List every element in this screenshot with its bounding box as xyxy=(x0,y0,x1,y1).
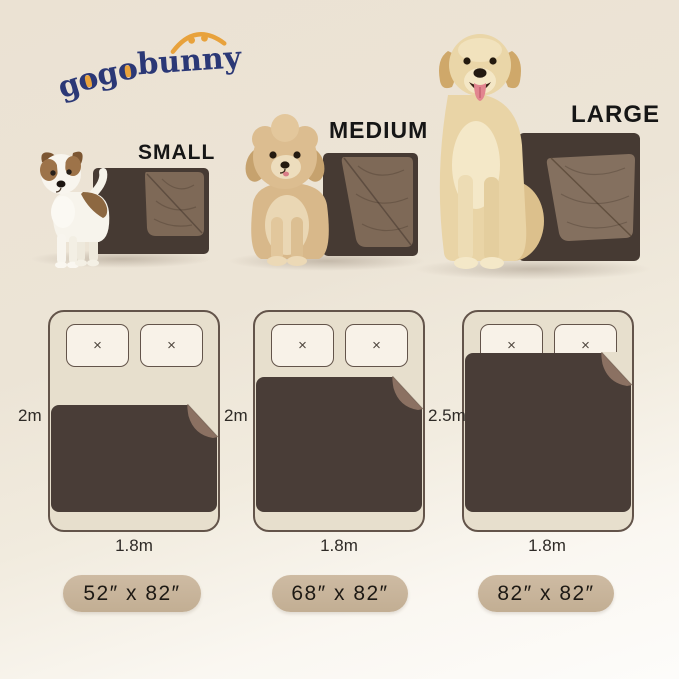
blanket-coverage-small xyxy=(51,404,218,512)
large-dog-image xyxy=(439,34,544,269)
folded-corner-icon xyxy=(187,404,218,438)
bunny-ears-arc-icon xyxy=(170,32,227,54)
bed-diagram-medium: × × xyxy=(253,310,425,532)
size-pill-small: 52″ x 82″ xyxy=(63,575,201,612)
size-label-small: SMALL xyxy=(138,141,216,164)
bed-width-label-small: 1.8m xyxy=(115,536,153,555)
pillow-stitch-mark: × xyxy=(167,337,176,354)
pillow-stitch-mark: × xyxy=(507,337,516,354)
size-pill-large: 82″ x 82″ xyxy=(478,575,614,612)
medium-blanket-image xyxy=(323,153,418,256)
bed-width-label-large: 1.8m xyxy=(528,536,566,555)
pillow-stitch-mark: × xyxy=(298,337,307,354)
brand-logo: gogobunny xyxy=(54,32,242,132)
pillow: × xyxy=(271,324,334,367)
blanket-coverage-large xyxy=(465,352,632,512)
pillow-stitch-mark: × xyxy=(372,337,381,354)
pillow-stitch-mark: × xyxy=(93,337,102,354)
folded-corner-icon xyxy=(601,352,632,386)
medium-dog-image xyxy=(245,114,329,266)
size-pill-medium: 68″ x 82″ xyxy=(272,575,408,612)
bed-width-label-medium: 1.8m xyxy=(320,536,358,555)
size-label-large: LARGE xyxy=(571,101,660,128)
pillow: × xyxy=(66,324,129,367)
logo-letters: bunny xyxy=(136,40,243,83)
bed-length-label-medium: 2m xyxy=(224,406,248,425)
bed-length-label-small: 2m xyxy=(18,406,42,425)
folded-corner-icon xyxy=(392,376,423,410)
pillow-stitch-mark: × xyxy=(581,337,590,354)
bed-length-label-large: 2.5m xyxy=(428,406,466,425)
pillow: × xyxy=(345,324,408,367)
blanket-coverage-medium xyxy=(256,376,423,512)
bed-diagram-small: × × xyxy=(48,310,220,532)
small-blanket-image xyxy=(93,168,209,254)
brand-name: gogobunny xyxy=(54,40,242,106)
size-label-medium: MEDIUM xyxy=(329,117,429,143)
pillow: × xyxy=(140,324,203,367)
bed-diagram-large: × × xyxy=(462,310,634,532)
small-dog-image xyxy=(40,151,110,268)
large-blanket-image xyxy=(518,133,640,261)
